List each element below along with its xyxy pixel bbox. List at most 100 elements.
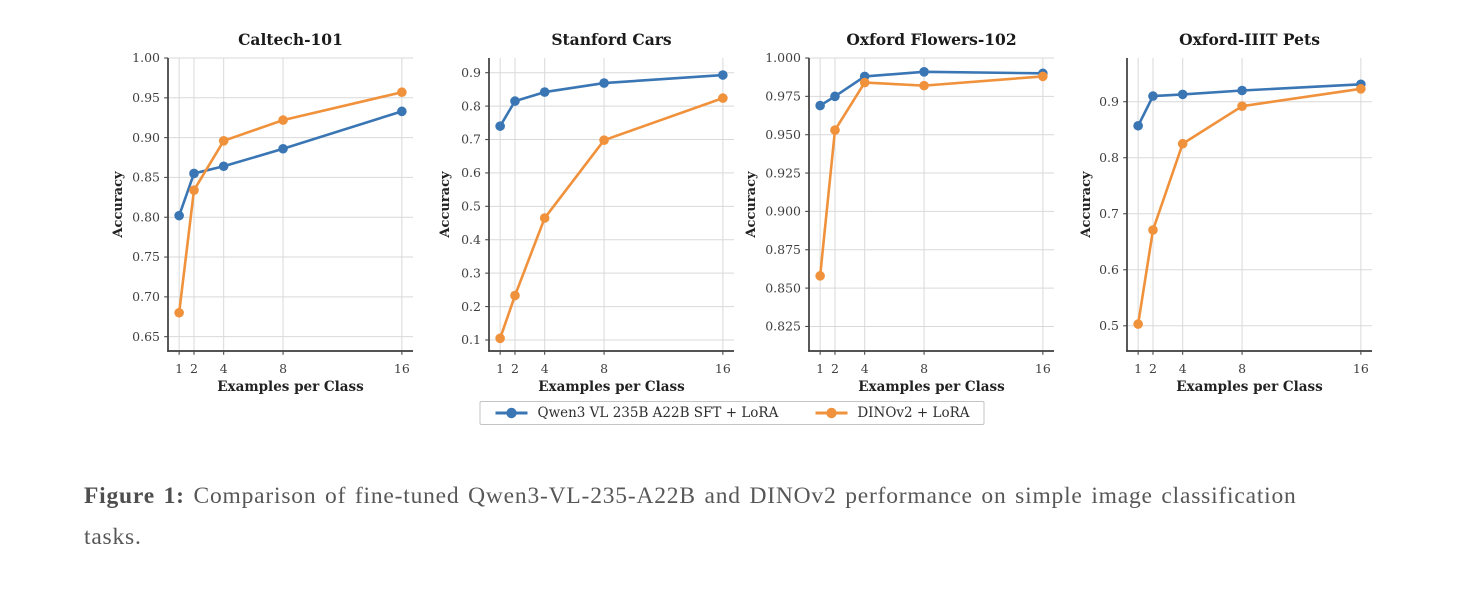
data-point — [718, 70, 728, 80]
series-qwen3 — [495, 70, 728, 131]
charts-canvas: 1 2 4 8 160.650.700.750.800.850.900.951.00Ca… — [111, 30, 1372, 395]
svg-text:8: 8 — [1238, 361, 1246, 376]
data-point — [815, 100, 825, 111]
data-point — [397, 87, 407, 98]
data-point — [1038, 71, 1048, 82]
axes-spines — [167, 58, 413, 352]
chart-caltech-101: 1 2 4 8 16 0.65 0.70 0.75 0.80 0.85 0.90 0.95 1.00 Ca… — [111, 30, 413, 395]
svg-text:0.9: 0.9 — [461, 65, 481, 80]
figure-caption: Figure 1: Comparison of fine-tuned Qwen3… — [84, 476, 1324, 558]
svg-text:0.4: 0.4 — [461, 232, 481, 247]
series-line — [498, 73, 725, 128]
series-line — [818, 75, 1045, 278]
svg-text:0.900: 0.900 — [765, 204, 801, 219]
svg-text:0.75: 0.75 — [132, 249, 160, 264]
data-point — [495, 333, 505, 344]
chart-title: Caltech-101 — [238, 30, 343, 49]
chart-legend: Qwen3 VL 235B A22B SFT + LoRA DINOv2 + L… — [479, 401, 985, 425]
data-point — [397, 106, 407, 117]
data-point — [1356, 84, 1366, 94]
tick-labels: 1 2 4 8 16 0.825 0.850 0.875 0.900 0.925 0.950 0.97… — [765, 50, 1051, 376]
series-line — [177, 90, 404, 315]
svg-text:0.5: 0.5 — [461, 199, 481, 214]
data-point — [1148, 91, 1158, 101]
svg-text:1: 1 — [816, 361, 824, 376]
data-point — [510, 290, 520, 301]
svg-text:4: 4 — [1179, 361, 1187, 376]
data-point — [218, 161, 229, 172]
svg-text:1.000: 1.000 — [765, 50, 801, 65]
caption-text: Comparison of fine-tuned Qwen3-VL-235-A2… — [84, 483, 1297, 550]
data-point — [539, 87, 550, 97]
svg-text:2: 2 — [1149, 361, 1157, 376]
svg-text:0.8: 0.8 — [461, 98, 481, 113]
data-point — [599, 135, 609, 145]
series-dinov2 — [815, 71, 1048, 281]
data-point — [830, 125, 840, 135]
gridlines — [1127, 58, 1372, 351]
svg-text:0.7: 0.7 — [1099, 206, 1119, 221]
data-point — [599, 78, 609, 88]
svg-text:0.80: 0.80 — [132, 209, 160, 224]
data-point — [718, 93, 728, 103]
dinov2-line-marker-icon — [815, 407, 848, 419]
svg-text:4: 4 — [861, 361, 869, 376]
tick-labels: 1 2 4 8 16 0.5 0.6 0.7 0.8 0.9 — [1099, 94, 1369, 376]
series-dinov2 — [495, 93, 728, 344]
x-axis-label: Examples per Class — [858, 379, 1005, 395]
data-point — [1133, 319, 1143, 329]
y-axis-label: Accuracy — [1079, 171, 1094, 239]
svg-text:0.6: 0.6 — [1099, 262, 1119, 277]
chart-title: Oxford Flowers-102 — [846, 30, 1016, 49]
gridlines — [489, 58, 734, 351]
data-point — [859, 77, 870, 88]
data-point — [539, 213, 550, 223]
svg-text:0.2: 0.2 — [461, 299, 481, 314]
svg-text:1: 1 — [175, 361, 183, 376]
data-point — [815, 271, 825, 281]
svg-text:0.975: 0.975 — [765, 89, 801, 104]
tick-labels: 1 2 4 8 16 0.1 0.2 0.3 0.4 0.5 0.6 0.7 0.8 0.9 — [461, 65, 731, 376]
caption-figure-label: Figure 1: — [84, 483, 185, 509]
y-axis-label: Accuracy — [111, 171, 126, 239]
svg-text:0.825: 0.825 — [765, 319, 801, 334]
axes-spines — [1126, 58, 1372, 352]
y-axis-label: Accuracy — [438, 171, 453, 239]
svg-text:2: 2 — [831, 361, 839, 376]
data-point — [189, 168, 199, 179]
data-point — [919, 67, 929, 77]
svg-text:0.1: 0.1 — [461, 332, 481, 347]
svg-text:2: 2 — [511, 361, 519, 376]
svg-text:0.850: 0.850 — [765, 280, 801, 295]
svg-text:4: 4 — [541, 361, 549, 376]
svg-text:1.00: 1.00 — [132, 50, 160, 65]
svg-text:0.7: 0.7 — [461, 132, 481, 147]
svg-text:0.875: 0.875 — [765, 242, 801, 257]
svg-text:0.95: 0.95 — [132, 90, 160, 105]
svg-text:1: 1 — [1134, 361, 1142, 376]
axes-spines — [808, 58, 1054, 352]
legend-label-qwen3: Qwen3 VL 235B A22B SFT + LoRA — [537, 405, 779, 421]
svg-text:0.3: 0.3 — [461, 265, 481, 280]
data-point — [495, 121, 505, 131]
data-point — [1237, 85, 1247, 96]
data-point — [1148, 225, 1158, 235]
series-qwen3 — [174, 106, 407, 221]
gridlines — [809, 57, 1054, 351]
svg-text:2: 2 — [190, 361, 198, 376]
chart-oxford-iiit-pets: 1 2 4 8 16 0.5 0.6 0.7 0.8 0.9 Oxford-IIIT Pets Exa… — [1079, 30, 1372, 395]
svg-text:4: 4 — [220, 361, 228, 376]
series-dinov2 — [174, 87, 407, 318]
series-line — [498, 96, 725, 340]
axes-spines — [488, 58, 734, 352]
data-point — [919, 80, 929, 91]
tick-labels: 1 2 4 8 16 0.65 0.70 0.75 0.80 0.85 0.90 0.95 1.00 — [132, 50, 410, 376]
series-line — [1136, 87, 1363, 326]
chart-oxford-flowers-102: 1 2 4 8 16 0.825 0.850 0.875 0.900 0.925 0.950 0.97… — [744, 30, 1054, 395]
svg-text:0.950: 0.950 — [765, 127, 801, 142]
x-axis-label: Examples per Class — [538, 379, 685, 395]
svg-text:0.90: 0.90 — [132, 130, 160, 145]
svg-text:0.70: 0.70 — [132, 289, 160, 304]
svg-text:0.65: 0.65 — [132, 329, 160, 344]
svg-text:8: 8 — [600, 361, 608, 376]
